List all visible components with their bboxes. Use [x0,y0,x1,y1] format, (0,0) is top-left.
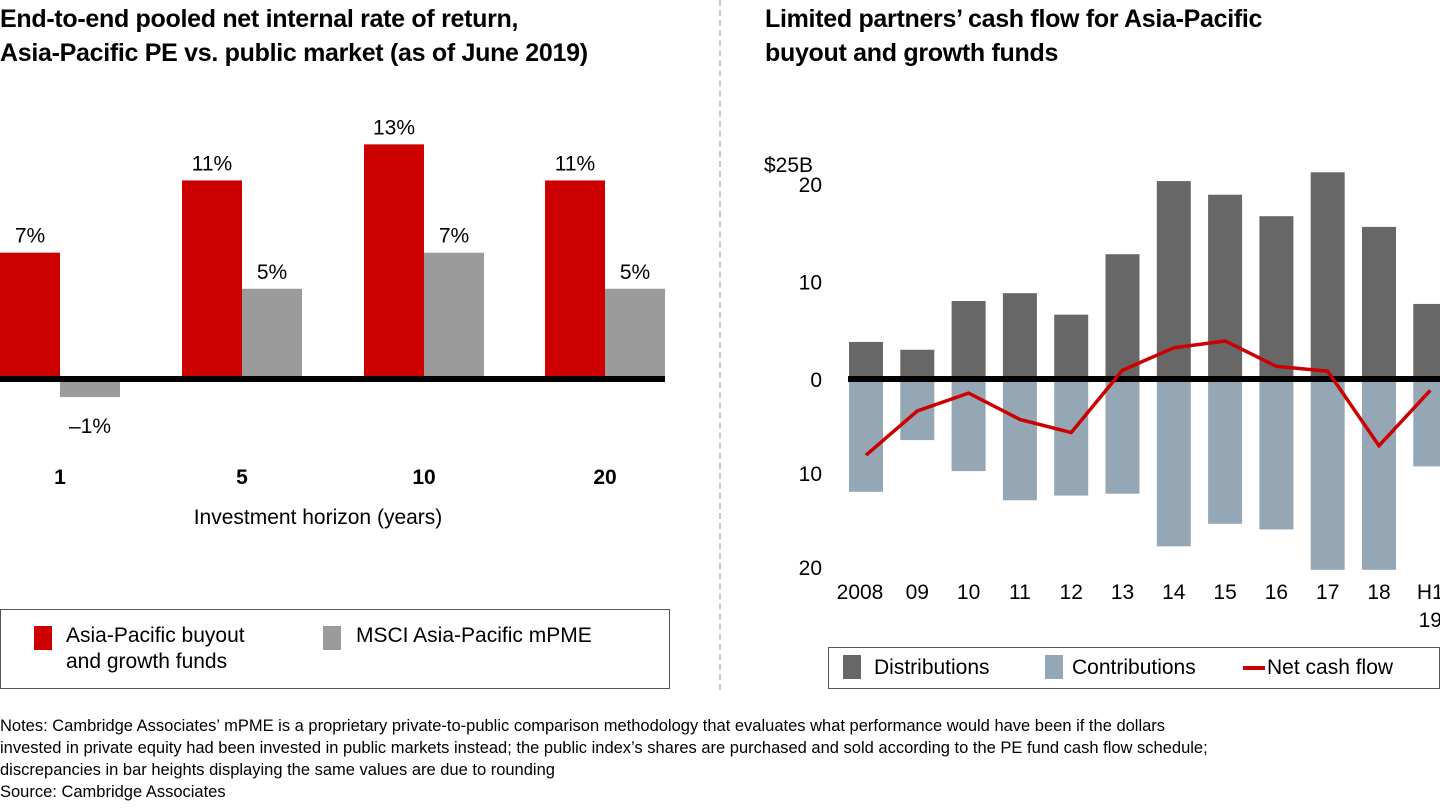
bar-distributions-09 [900,349,935,379]
bar-distributions-12 [1054,314,1089,379]
notes-line2: invested in private equity had been inve… [0,739,1208,757]
y-tick-label-10: 10 [799,272,822,295]
legend-item-contributions: Contributions [1072,656,1196,679]
bar-distributions-H1-19 [1413,303,1440,379]
right-legend: Distributions Contributions Net cash flo… [828,647,1440,689]
x-tick-label-11: 11 [1009,581,1031,604]
legend-swatch-mpme [323,626,341,650]
data-label-mpme-20: 5% [620,261,650,284]
y-tick-label-20: 20 [799,174,822,197]
data-label-pe-10: 13% [373,116,415,139]
bar-pe-1 [0,252,60,379]
bar-contributions-2008 [849,379,883,492]
left-title-line1: End-to-end pooled net internal rate of r… [0,5,519,33]
x-tick-label-13: 13 [1111,581,1134,604]
bar-distributions-2008 [849,341,883,379]
bar-pe-5 [182,180,242,379]
x-tick-label-2008: 2008 [837,581,884,604]
bar-pe-10 [364,144,424,379]
x-tick-label-5: 5 [236,466,248,489]
data-label-mpme-5: 5% [257,261,287,284]
notes: Notes: Cambridge Associates’ mPME is a p… [0,715,1440,803]
x-tick-label-20: 20 [593,466,616,489]
legend-line-net-cash-flow [1243,666,1265,670]
y-tick-label-20: 20 [799,557,822,580]
right-chart-title: Limited partners’ cash flow for Asia-Pac… [765,2,1435,70]
x-tick-label-10: 10 [412,466,435,489]
x-tick-label-H1-19-line2: 19 [1419,609,1440,632]
data-label-pe-5: 11% [192,152,232,175]
bar-distributions-17 [1310,172,1345,379]
net-cash-flow-line [864,339,1432,457]
legend-swatch-distributions [843,655,861,679]
x-tick-label-09: 09 [906,581,929,604]
legend-item-net-cash-flow: Net cash flow [1267,656,1394,679]
y-tick-label-0: 0 [810,369,822,392]
bar-contributions-12 [1054,379,1089,496]
bar-contributions-15 [1208,379,1243,524]
legend-swatch-contributions [1045,655,1063,679]
y-tick-label-25B: $25B [764,154,813,177]
x-axis-title: Investment horizon (years) [194,506,443,529]
data-label-pe-1: 7% [15,225,45,248]
zero-axis-line [0,376,665,382]
irr-bar-chart: 7% –1% 1 11% 5% 5 13% 7% 10 11% 5% 20 Investment hor… [0,116,665,529]
x-tick-label-16: 16 [1265,581,1288,604]
right-title-line1: Limited partners’ cash flow for Asia-Pac… [765,5,1263,33]
left-legend: Asia-Pacific buyout and growth funds MSC… [0,609,670,689]
bar-distributions-11 [1002,293,1037,379]
left-title-line2: Asia-Pacific PE vs. public market (as of… [0,39,588,67]
x-tick-label-18: 18 [1367,581,1390,604]
notes-line1: Notes: Cambridge Associates’ mPME is a p… [0,717,1166,735]
bar-contributions-17 [1310,379,1345,570]
x-tick-label-H1-19: H1 [1417,581,1440,604]
source: Source: Cambridge Associates [0,783,226,801]
data-label-mpme-1: –1% [69,415,111,438]
data-label-pe-20: 11% [555,152,595,175]
x-tick-label-15: 15 [1213,581,1236,604]
right-title-line2: buyout and growth funds [765,39,1059,67]
bar-contributions-11 [1002,379,1037,501]
bar-mpme-5 [242,288,302,379]
bar-mpme-1 [60,379,120,398]
bar-distributions-15 [1208,194,1243,379]
bar-distributions-16 [1259,216,1294,379]
legend-swatch-pe [34,626,52,650]
bar-contributions-14 [1156,379,1191,547]
x-tick-label-17: 17 [1316,581,1339,604]
zero-axis-line [848,376,1440,382]
legend-item-distributions: Distributions [874,656,990,679]
bar-mpme-20 [605,288,665,379]
bar-distributions-10 [951,301,986,379]
bar-distributions-13 [1105,254,1140,379]
data-label-mpme-10: 7% [439,225,469,248]
legend-item-mpme: MSCI Asia-Pacific mPME [356,624,592,647]
legend-item-pe: Asia-Pacific buyout and growth funds [66,624,245,673]
x-tick-label-10: 10 [957,581,980,604]
x-tick-label-14: 14 [1162,581,1186,604]
bar-pe-20 [545,180,605,379]
x-tick-label-12: 12 [1060,581,1083,604]
panel-divider [719,0,721,690]
left-chart-title: End-to-end pooled net internal rate of r… [0,2,700,70]
bar-contributions-16 [1259,379,1294,530]
bar-mpme-10 [424,252,484,379]
bar-contributions-18 [1362,379,1396,570]
y-tick-label-10: 10 [799,463,822,486]
notes-line3: discrepancies in bar heights displaying … [0,761,555,779]
x-tick-label-1: 1 [54,466,66,489]
bar-contributions-13 [1105,379,1140,494]
bar-distributions-18 [1362,226,1396,379]
